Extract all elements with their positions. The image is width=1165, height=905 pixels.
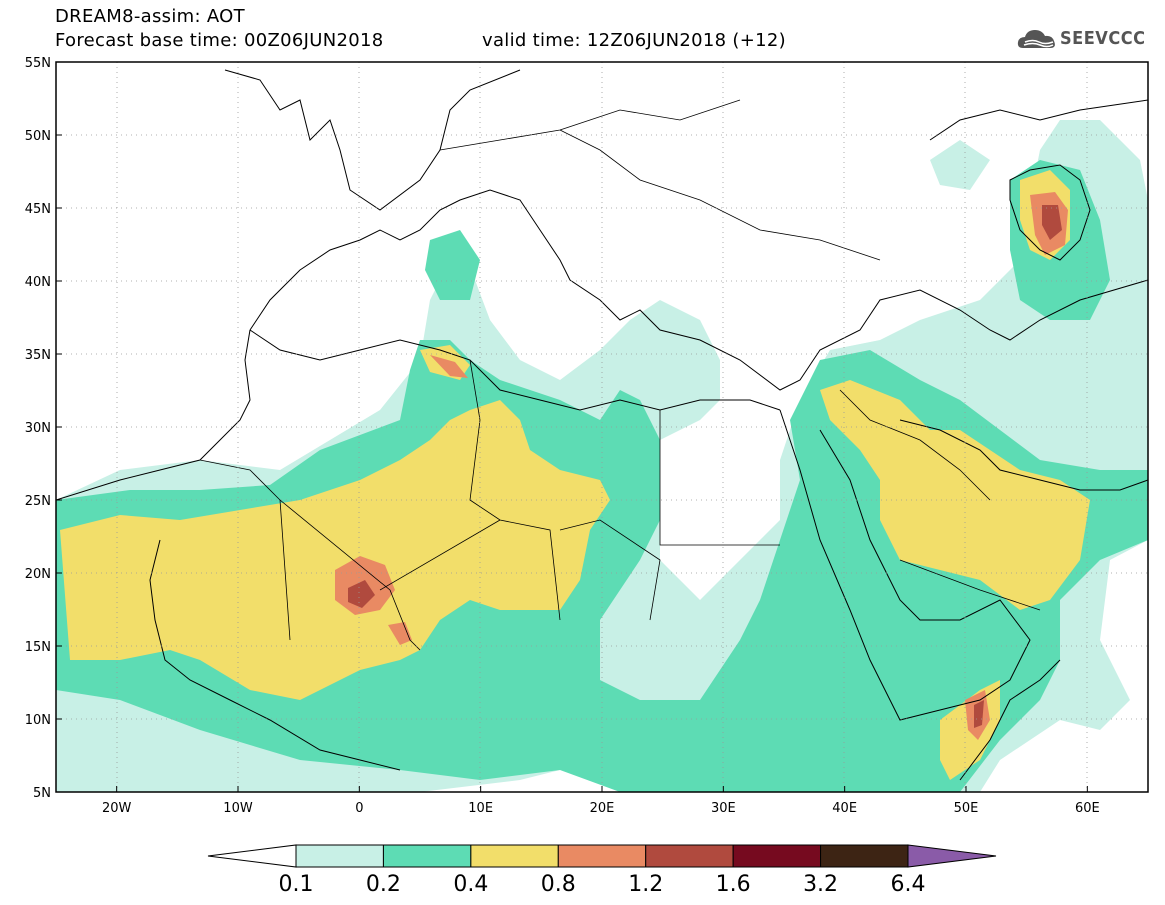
lat-tick-label: 10N bbox=[25, 713, 51, 728]
aot-contour-extreme bbox=[974, 700, 984, 728]
colorbar: 0.1 0.2 0.4 0.8 1.2 1.6 3.2 6.4 bbox=[207, 844, 997, 897]
colorbar-label: 0.4 bbox=[453, 872, 488, 897]
border bbox=[439, 99, 741, 151]
forecast-base-time: Forecast base time: 00Z06JUN2018 bbox=[55, 30, 384, 51]
colorbar-label: 0.8 bbox=[541, 872, 576, 897]
lat-tick-label: 40N bbox=[25, 275, 51, 290]
coastline bbox=[224, 69, 521, 211]
colorbar-swatch bbox=[470, 844, 559, 868]
lat-tick-label: 30N bbox=[25, 421, 51, 436]
border bbox=[199, 459, 291, 641]
colorbar-label: 0.1 bbox=[279, 872, 314, 897]
lon-tick-label: 10W bbox=[223, 801, 253, 816]
coastline bbox=[249, 189, 1148, 391]
aot-contour-mid bbox=[425, 230, 480, 300]
lat-tick-label: 45N bbox=[25, 202, 51, 217]
coastline bbox=[149, 539, 401, 771]
lon-tick-label: 50E bbox=[954, 801, 979, 816]
cloud-icon bbox=[1017, 30, 1055, 48]
lat-tick-label: 55N bbox=[25, 56, 51, 71]
axis-ticks: 20W 10W 0 10E 20E 30E 40E 50E 60E 55N 50N 45N 40N 35N… bbox=[25, 56, 1100, 816]
logo-text: SEEVCCC bbox=[1060, 28, 1146, 49]
colorbar-swatch bbox=[557, 844, 647, 868]
lon-tick-label: 20W bbox=[102, 801, 132, 816]
aot-contour-extreme bbox=[348, 580, 375, 608]
lon-tick-label: 10E bbox=[468, 801, 493, 816]
lat-tick-label: 20N bbox=[25, 567, 51, 582]
coastline bbox=[1009, 164, 1091, 261]
border bbox=[839, 389, 991, 501]
colorbar-label: 0.2 bbox=[366, 872, 401, 897]
colorbar-label: 6.4 bbox=[891, 872, 926, 897]
aot-contour-veryhigh bbox=[388, 622, 412, 645]
graticule bbox=[56, 62, 1148, 792]
colorbar-label: 3.2 bbox=[803, 872, 838, 897]
lat-tick-label: 5N bbox=[33, 786, 51, 801]
lat-tick-label: 25N bbox=[25, 494, 51, 509]
map-title: DREAM8-assim: AOT bbox=[55, 6, 245, 27]
aot-field bbox=[56, 120, 1148, 792]
lon-tick-label: 60E bbox=[1075, 801, 1100, 816]
lon-tick-label: 30E bbox=[711, 801, 736, 816]
aot-contour-high bbox=[820, 380, 1090, 610]
colorbar-swatch bbox=[295, 844, 384, 868]
coastline bbox=[959, 659, 1061, 781]
lat-tick-label: 50N bbox=[25, 129, 51, 144]
lon-tick-label: 20E bbox=[590, 801, 615, 816]
colorbar-swatch bbox=[382, 844, 472, 868]
border bbox=[899, 559, 1041, 611]
coastline bbox=[249, 329, 781, 411]
border bbox=[559, 519, 661, 621]
lon-tick-label: 0 bbox=[355, 801, 363, 816]
border bbox=[379, 519, 501, 591]
coastline bbox=[929, 99, 1148, 141]
colorbar-swatch bbox=[645, 844, 734, 868]
border bbox=[469, 359, 561, 621]
lon-tick-label: 40E bbox=[832, 801, 857, 816]
colorbar-min-arrow bbox=[207, 844, 297, 868]
lat-tick-label: 15N bbox=[25, 640, 51, 655]
border bbox=[279, 499, 421, 651]
border bbox=[659, 410, 780, 546]
colorbar-swatch bbox=[732, 844, 822, 868]
borders bbox=[199, 99, 1041, 651]
aot-contour-veryhigh bbox=[430, 355, 468, 378]
aot-contour-high bbox=[60, 400, 610, 700]
coastline bbox=[56, 329, 251, 501]
aot-contour-extreme bbox=[1042, 205, 1062, 240]
colorbar-swatch bbox=[820, 844, 909, 868]
aot-contour-low bbox=[930, 140, 990, 190]
border bbox=[559, 129, 881, 261]
coastlines bbox=[56, 69, 1148, 781]
coastline bbox=[779, 409, 1031, 721]
valid-time: valid time: 12Z06JUN2018 (+12) bbox=[482, 30, 786, 51]
lat-tick-label: 35N bbox=[25, 348, 51, 363]
colorbar-label: 1.6 bbox=[716, 872, 751, 897]
colorbar-label: 1.2 bbox=[628, 872, 663, 897]
coastline bbox=[899, 419, 1148, 491]
colorbar-max-arrow bbox=[907, 844, 997, 868]
